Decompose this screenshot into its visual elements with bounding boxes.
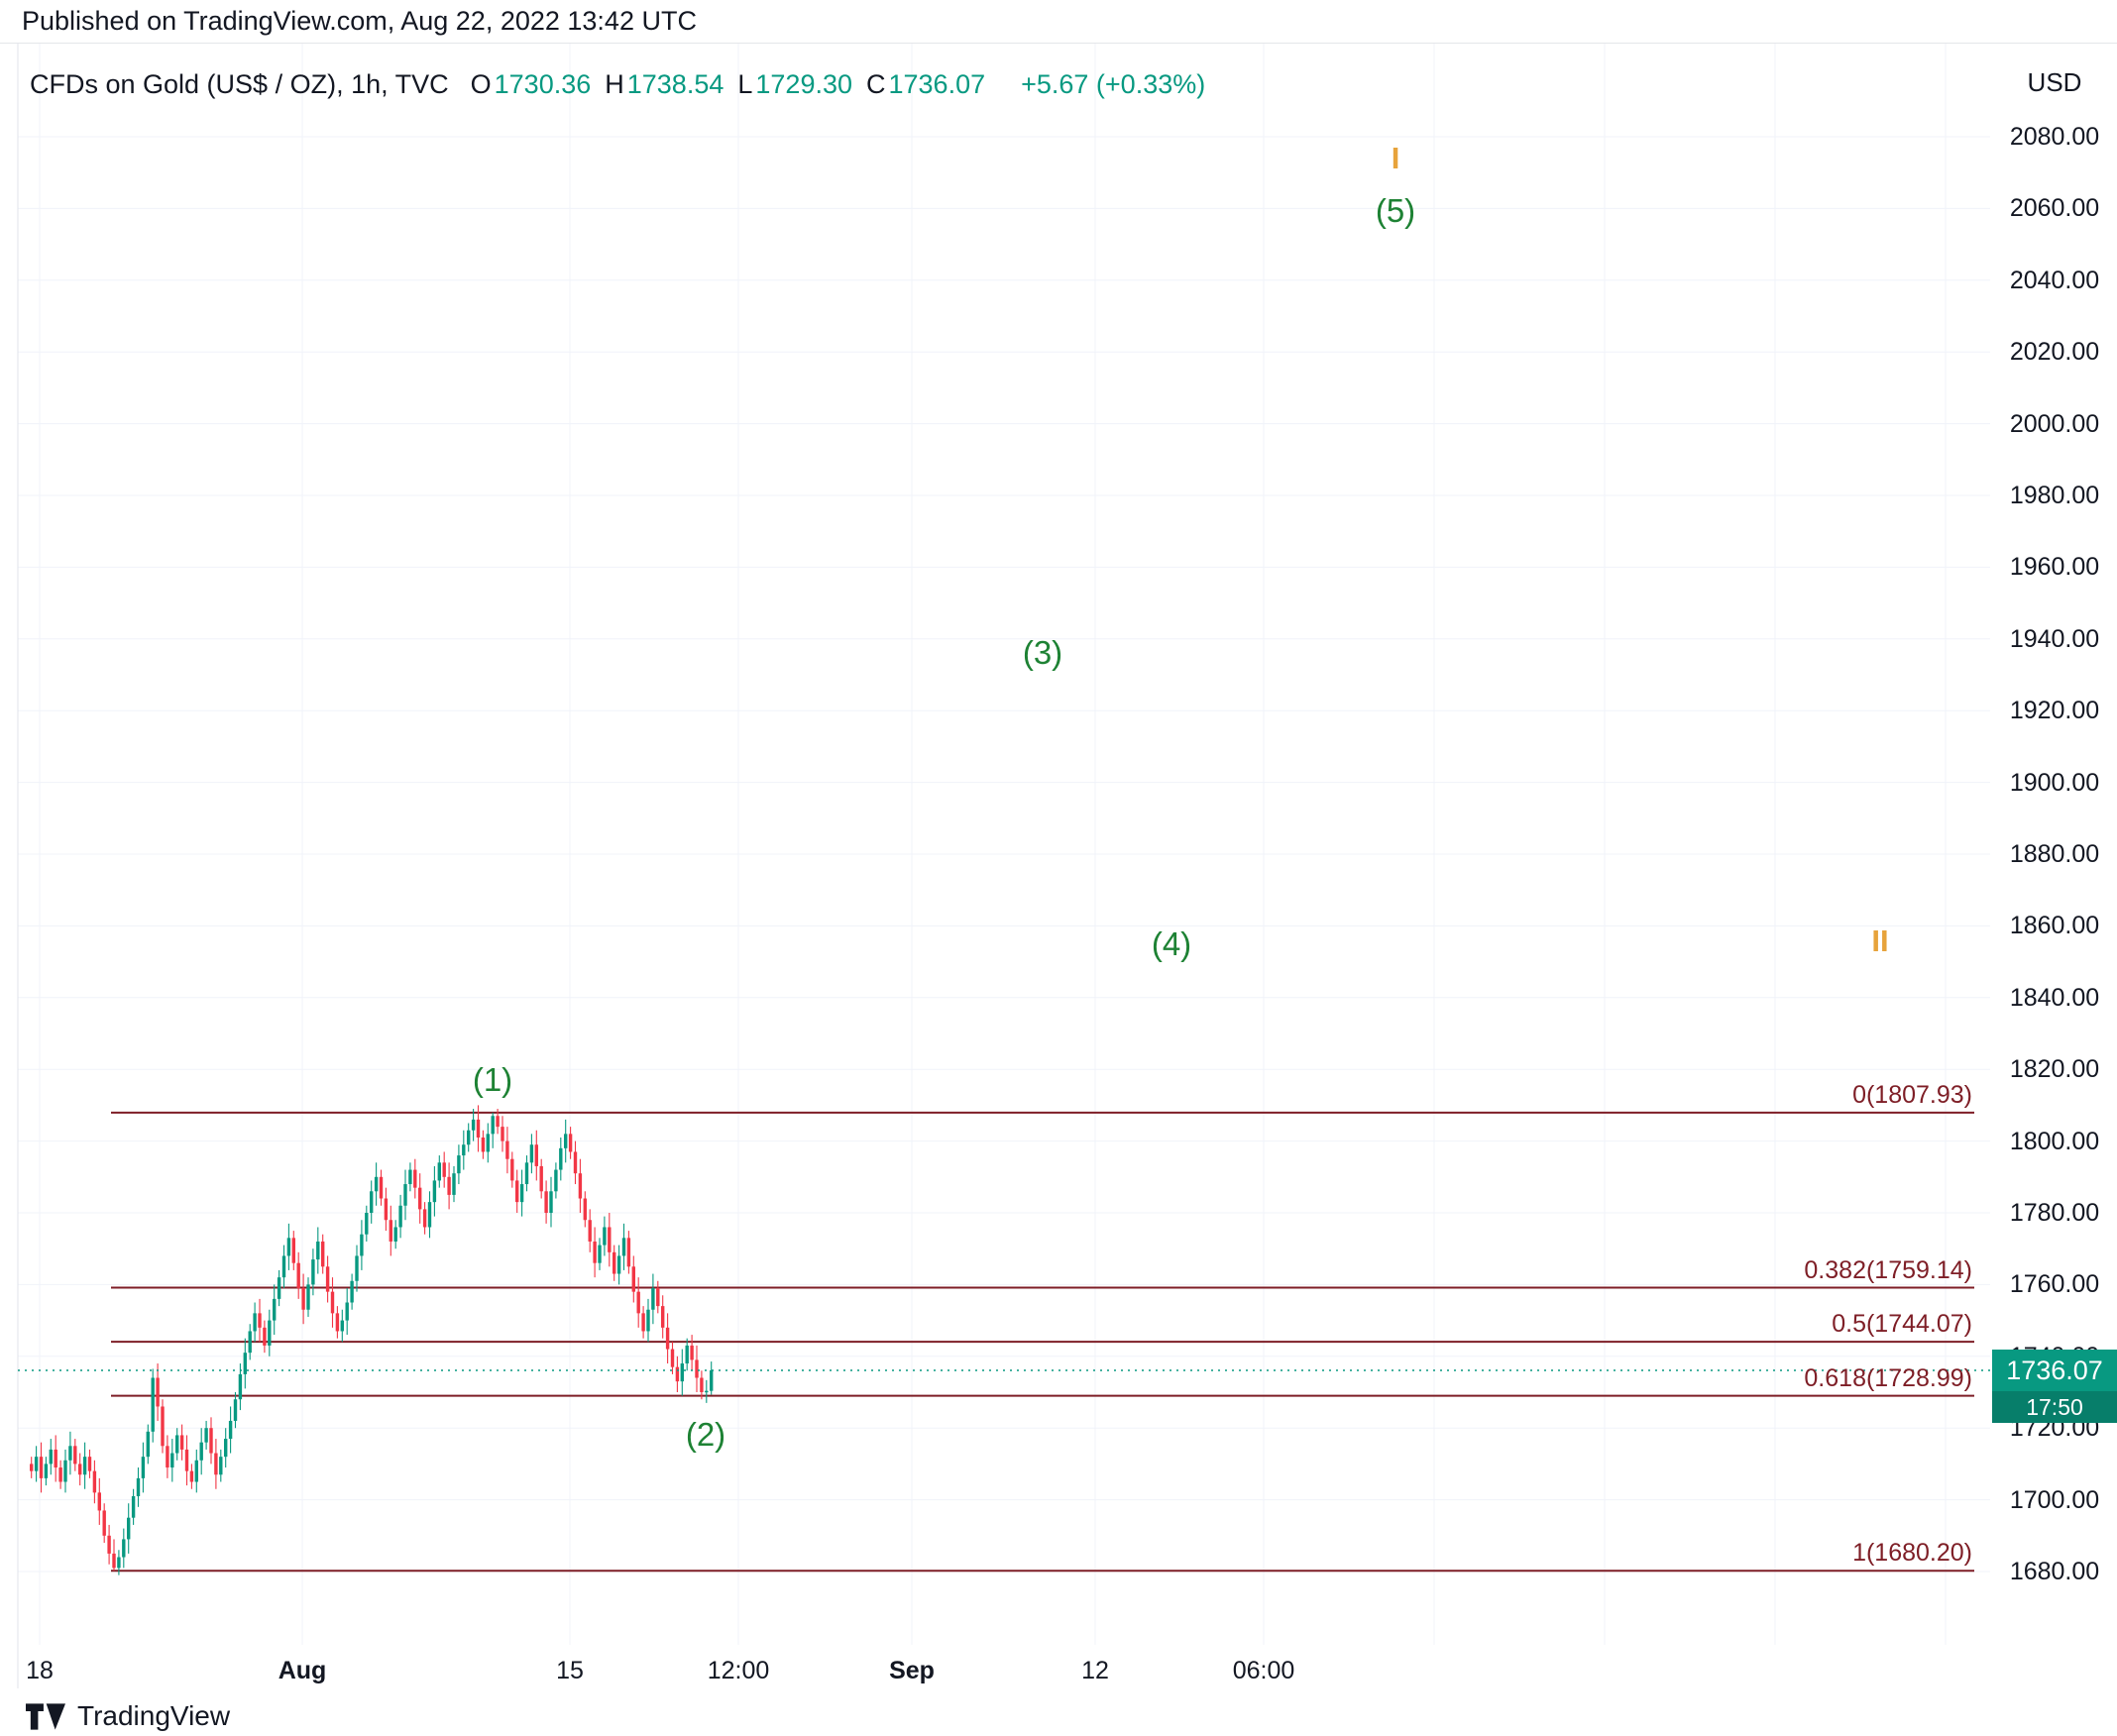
price-tick-label: 2000.00 [2009, 409, 2100, 438]
elliott-wave-label: (3) [1022, 634, 1063, 671]
ohlc-value: 1730.36 [494, 69, 592, 99]
price-tick-label: 1940.00 [2009, 624, 2100, 653]
tradingview-logo-icon[interactable] [26, 1702, 65, 1730]
time-tick-label: 12:00 [707, 1657, 770, 1684]
bar-countdown: 17:50 [1992, 1391, 2117, 1424]
fib-level-label: 0(1807.93) [1852, 1080, 1972, 1109]
footer: TradingView [26, 1700, 230, 1732]
fib-level-label: 0.382(1759.14) [1804, 1255, 1972, 1284]
time-tick-label: 15 [556, 1657, 584, 1684]
elliott-wave-label: (4) [1151, 925, 1192, 962]
fib-level-label: 1(1680.20) [1852, 1539, 1972, 1568]
price-tick-label: 2040.00 [2009, 266, 2100, 294]
price-tick-label: 1980.00 [2009, 482, 2100, 509]
elliott-wave-label: I [1391, 141, 1400, 175]
time-tick-label: 18 [26, 1657, 54, 1684]
ohlc-letter: L [737, 69, 753, 99]
time-tick-label: Aug [278, 1657, 327, 1684]
price-tick-label: 1960.00 [2009, 553, 2100, 582]
price-tick-label: 1780.00 [2009, 1199, 2100, 1227]
price-tick-label: 2020.00 [2009, 338, 2100, 367]
change-value: +5.67 (+0.33%) [1021, 69, 1206, 99]
time-tick-label: 12 [1081, 1657, 1109, 1684]
brand-text[interactable]: TradingView [77, 1700, 231, 1731]
price-tick-label: 1680.00 [2009, 1558, 2100, 1585]
price-tick-label: 1700.00 [2009, 1485, 2100, 1514]
ohlc-values: O 1730.36 H 1738.54 L 1729.30 C 1736.07 [471, 69, 999, 100]
price-tick-label: 1860.00 [2009, 912, 2100, 940]
time-tick-label: Sep [889, 1657, 935, 1684]
price-tick-label: 1760.00 [2009, 1270, 2100, 1299]
symbol-title[interactable]: CFDs on Gold (US$ / OZ), 1h, TVC [30, 69, 449, 99]
last-price-value: 1736.07 [1992, 1350, 2117, 1392]
fib-level-label: 0.618(1728.99) [1804, 1363, 1972, 1392]
elliott-wave-label: (5) [1375, 192, 1416, 229]
price-axis-currency-label: USD [2027, 67, 2082, 97]
published-bar: Published on TradingView.com, Aug 22, 20… [0, 0, 2117, 44]
ohlc-letter: C [866, 69, 886, 99]
ohlc-value: 1729.30 [755, 69, 852, 99]
price-tick-label: 1800.00 [2009, 1127, 2100, 1155]
ohlc-letter: H [605, 69, 624, 99]
price-tick-label: 2080.00 [2009, 123, 2100, 151]
price-tick-label: 2060.00 [2009, 194, 2100, 223]
ohlc-value: 1736.07 [888, 69, 986, 99]
published-text: Published on TradingView.com, Aug 22, 20… [22, 6, 697, 36]
price-tick-label: 1820.00 [2009, 1055, 2100, 1084]
price-tick-label: 1920.00 [2009, 697, 2100, 725]
elliott-wave-label: II [1871, 923, 1889, 958]
fib-level-label: 0.5(1744.07) [1832, 1310, 1972, 1339]
price-tick-label: 1900.00 [2009, 768, 2100, 797]
ohlc-letter: O [470, 69, 492, 99]
grid-lines [17, 44, 1990, 1688]
elliott-wave-label: (2) [685, 1416, 726, 1453]
elliott-wave-label: (1) [472, 1061, 513, 1098]
time-tick-label: 06:00 [1232, 1657, 1295, 1684]
last-price-badge: 1736.07 17:50 [1992, 1350, 2117, 1424]
price-tick-label: 1880.00 [2009, 840, 2100, 868]
candles[interactable] [30, 1105, 714, 1575]
ohlc-value: 1738.54 [626, 69, 724, 99]
symbol-header: CFDs on Gold (US$ / OZ), 1h, TVC O 1730.3… [30, 69, 1205, 100]
price-tick-label: 1840.00 [2009, 983, 2100, 1012]
fib-retracement-lines [111, 1111, 1974, 1573]
